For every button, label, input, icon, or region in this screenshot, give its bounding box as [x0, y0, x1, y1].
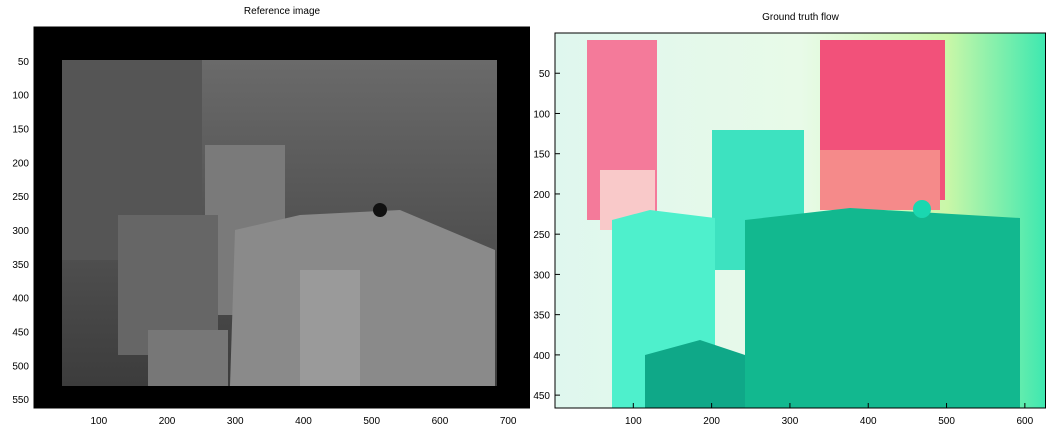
y-tick-label: 250 — [533, 230, 550, 241]
x-tick-label: 500 — [938, 416, 955, 427]
chart-title: Reference image — [244, 6, 321, 17]
x-tick-label: 100 — [625, 416, 642, 427]
x-tick-label: 300 — [227, 416, 244, 427]
y-tick-label: 100 — [12, 91, 29, 102]
x-tick-label: 200 — [703, 416, 720, 427]
y-tick-label: 50 — [539, 69, 551, 80]
y-tick-label: 400 — [12, 294, 29, 305]
x-tick-label: 100 — [90, 416, 107, 427]
x-tick-label: 500 — [363, 416, 380, 427]
flow-image — [555, 33, 1046, 408]
x-tick-label: 600 — [432, 416, 449, 427]
x-tick-label: 700 — [500, 416, 517, 427]
y-tick-label: 500 — [12, 361, 29, 372]
y-tick-label: 200 — [533, 190, 550, 201]
x-tick-label: 400 — [860, 416, 877, 427]
x-tick-label: 400 — [295, 416, 312, 427]
x-tick-label: 600 — [1017, 416, 1034, 427]
y-tick-label: 50 — [18, 57, 30, 68]
y-tick-label: 450 — [12, 328, 29, 339]
y-tick-label: 150 — [12, 125, 29, 136]
y-tick-label: 100 — [533, 109, 550, 120]
y-tick-label: 300 — [12, 226, 29, 237]
y-tick-label: 300 — [533, 270, 550, 281]
figure: Reference image 100 200 300 400 500 600 700 50 10… — [0, 0, 1046, 436]
y-tick-label: 550 — [12, 395, 29, 406]
y-tick-label: 350 — [533, 311, 550, 322]
x-tick-label: 200 — [159, 416, 176, 427]
y-tick-label: 250 — [12, 192, 29, 203]
y-tick-label: 150 — [533, 150, 550, 161]
y-tick-label: 400 — [533, 351, 550, 362]
chart-title: Ground truth flow — [762, 12, 839, 23]
x-tick-label: 300 — [782, 416, 799, 427]
y-tick-label: 200 — [12, 158, 29, 169]
page: Reference image 100 200 300 400 500 600 700 50 10… — [0, 0, 1046, 441]
y-tick-label: 350 — [12, 260, 29, 271]
reference-image — [34, 27, 530, 408]
y-tick-label: 450 — [533, 391, 550, 402]
